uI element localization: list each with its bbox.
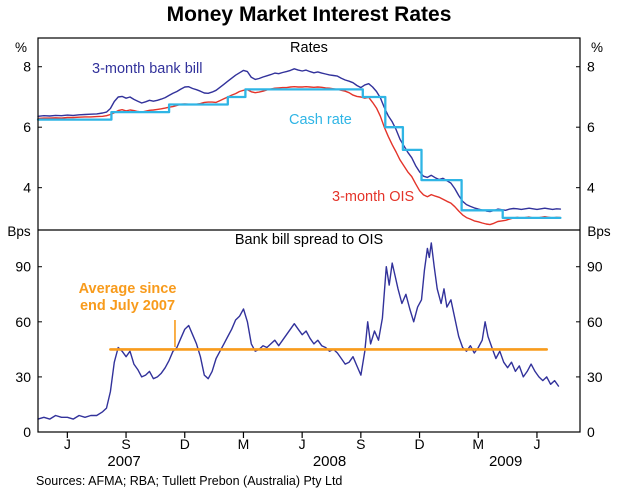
y-tick-label-left: 0 [23,424,31,440]
x-tick-label: M [238,436,250,452]
unit-percent-right: % [590,40,603,55]
y-tick-label-left: 60 [15,314,31,330]
top-panel-title: Rates [290,40,328,56]
y-tick-label-right: 30 [587,369,603,385]
x-tick-label: M [472,436,484,452]
cash-rate-line [36,88,562,220]
unit-percent-left: % [14,40,27,55]
y-tick-label-left: 30 [15,369,31,385]
bank-bill-line [37,68,562,213]
y-tick-label-right: 60 [587,314,603,330]
ois-series-label: 3-month OIS [332,189,415,205]
sources-note: Sources: AFMA; RBA; Tullett Prebon (Aust… [36,474,343,488]
y-tick-label-right: 0 [587,424,595,440]
year-label: 2007 [107,453,140,470]
y-tick-label-right: 8 [587,59,595,75]
average-annotation-line2: end July 2007 [79,298,176,314]
average-annotation-line1: Average since [78,281,177,297]
unit-bps-left: Bps [7,224,31,239]
x-tick-label: J [64,436,71,452]
y-tick-label-left: 6 [23,119,31,135]
y-tick-label-left: 4 [23,180,31,196]
average-annotation: Average since end July 2007 [55,281,200,315]
unit-bps-right: Bps [587,224,611,239]
x-tick-label: D [180,436,190,452]
year-label: 2008 [313,453,346,470]
cash-rate-series-label: Cash rate [289,112,352,128]
bottom-panel-title: Bank bill spread to OIS [234,232,384,248]
y-tick-label-left: 8 [23,59,31,75]
x-tick-label: S [121,436,130,452]
y-tick-label-right: 6 [587,119,595,135]
chart-title: Money Market Interest Rates [166,3,452,26]
chart-frame [37,37,581,433]
y-tick-label-right: 4 [587,180,595,196]
y-tick-label-right: 90 [587,259,603,275]
spread-line [37,242,560,420]
x-tick-label: D [414,436,424,452]
ois-line [37,85,562,226]
y-tick-label-left: 90 [15,259,31,275]
x-tick-label: J [533,436,540,452]
bank-bill-series-label: 3-month bank bill [92,61,203,77]
year-label: 2009 [489,453,522,470]
x-tick-label: J [299,436,306,452]
x-tick-label: S [356,436,365,452]
